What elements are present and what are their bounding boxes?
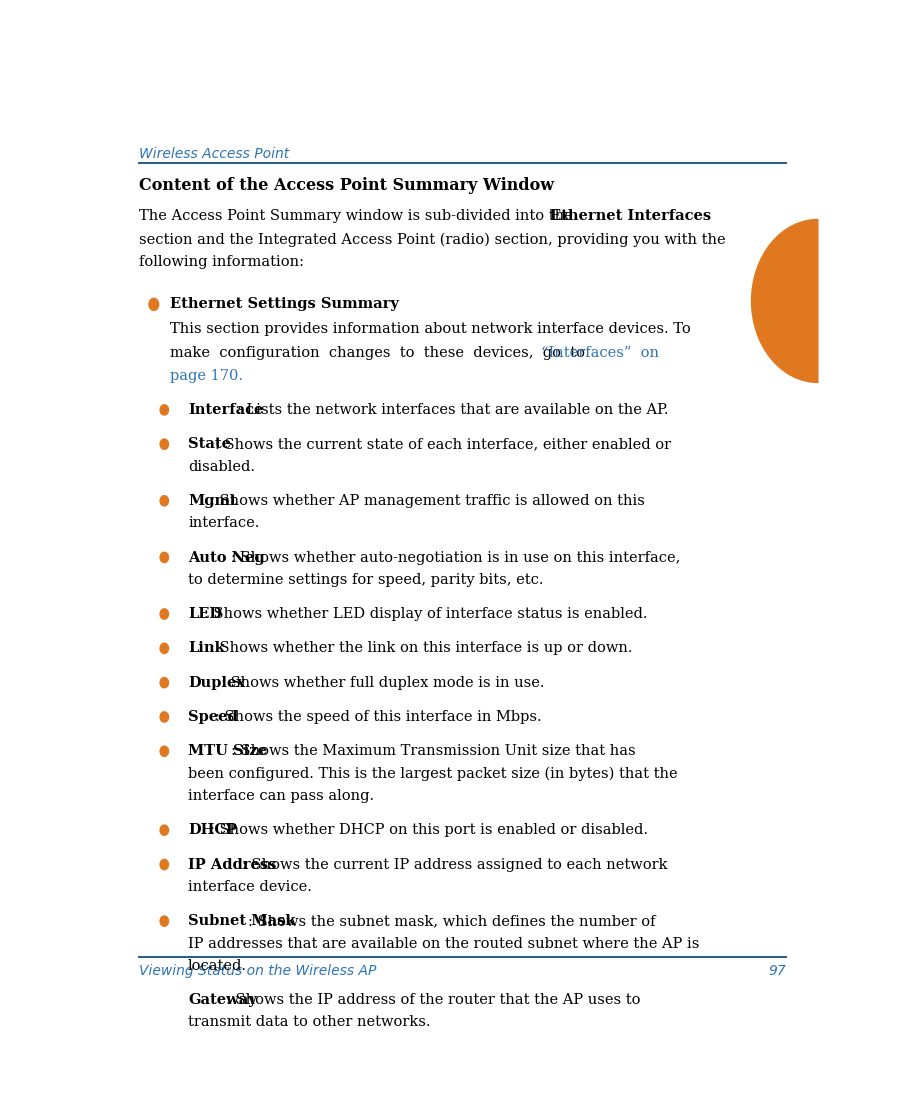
Text: The Access Point Summary window is sub-divided into the: The Access Point Summary window is sub-d…	[139, 209, 578, 223]
Text: MTU Size: MTU Size	[188, 744, 267, 759]
Text: following information:: following information:	[139, 255, 305, 270]
Text: Ethernet Interfaces: Ethernet Interfaces	[551, 209, 712, 223]
Text: : Shows the subnet mask, which defines the number of: : Shows the subnet mask, which defines t…	[248, 915, 655, 928]
Circle shape	[160, 995, 168, 1005]
Text: Ethernet Settings Summary: Ethernet Settings Summary	[170, 296, 399, 311]
Text: interface can pass along.: interface can pass along.	[188, 789, 374, 803]
Text: : Shows whether AP management traffic is allowed on this: : Shows whether AP management traffic is…	[210, 494, 644, 508]
Circle shape	[160, 553, 168, 563]
Text: : Shows the Maximum Transmission Unit size that has: : Shows the Maximum Transmission Unit si…	[232, 744, 636, 759]
Text: located.: located.	[188, 959, 247, 973]
Circle shape	[160, 439, 168, 449]
Text: IP Address: IP Address	[188, 858, 277, 871]
Text: page 170.: page 170.	[170, 369, 243, 383]
Text: DHCP: DHCP	[188, 823, 237, 838]
Text: Subnet Mask: Subnet Mask	[188, 915, 296, 928]
Text: : Shows whether the link on this interface is up or down.: : Shows whether the link on this interfa…	[210, 642, 633, 655]
Text: This section provides information about network interface devices. To: This section provides information about …	[170, 322, 691, 336]
Text: : Lists the network interfaces that are available on the AP.: : Lists the network interfaces that are …	[237, 403, 669, 417]
Text: : Shows the current IP address assigned to each network: : Shows the current IP address assigned …	[242, 858, 668, 871]
Circle shape	[149, 299, 159, 311]
Text: : Shows the IP address of the router that the AP uses to: : Shows the IP address of the router tha…	[226, 994, 641, 1007]
Text: : Shows whether LED display of interface status is enabled.: : Shows whether LED display of interface…	[205, 607, 648, 622]
Text: : Shows whether full duplex mode is in use.: : Shows whether full duplex mode is in u…	[221, 676, 544, 690]
Text: : Shows the current state of each interface, either enabled or: : Shows the current state of each interf…	[215, 438, 671, 451]
Text: section and the Integrated Access Point (radio) section, providing you with the: section and the Integrated Access Point …	[139, 233, 726, 246]
Circle shape	[160, 825, 168, 836]
Text: Duplex: Duplex	[188, 676, 245, 690]
Text: Link: Link	[188, 642, 224, 655]
Text: Viewing Status on the Wireless AP: Viewing Status on the Wireless AP	[139, 964, 377, 978]
Text: been configured. This is the largest packet size (in bytes) that the: been configured. This is the largest pac…	[188, 766, 678, 781]
Text: “Interfaces”  on: “Interfaces” on	[541, 345, 659, 360]
Text: to determine settings for speed, parity bits, etc.: to determine settings for speed, parity …	[188, 573, 543, 587]
Circle shape	[160, 712, 168, 722]
Circle shape	[160, 496, 168, 506]
Circle shape	[160, 643, 168, 654]
Text: Interface: Interface	[188, 403, 263, 417]
Text: IP addresses that are available on the routed subnet where the AP is: IP addresses that are available on the r…	[188, 937, 699, 950]
Circle shape	[160, 609, 168, 619]
Text: : Shows whether DHCP on this port is enabled or disabled.: : Shows whether DHCP on this port is ena…	[210, 823, 648, 838]
Text: LED: LED	[188, 607, 222, 622]
Text: transmit data to other networks.: transmit data to other networks.	[188, 1016, 431, 1029]
Text: State: State	[188, 438, 231, 451]
Text: Speed: Speed	[188, 710, 238, 724]
Text: Auto Neg: Auto Neg	[188, 550, 265, 565]
Text: Content of the Access Point Summary Window: Content of the Access Point Summary Wind…	[139, 176, 554, 194]
Circle shape	[160, 404, 168, 416]
Text: interface.: interface.	[188, 516, 259, 530]
Text: 97: 97	[769, 964, 787, 978]
Text: Wireless Access Point: Wireless Access Point	[139, 147, 289, 162]
Text: disabled.: disabled.	[188, 460, 255, 473]
Text: Gateway: Gateway	[188, 994, 257, 1007]
Wedge shape	[751, 219, 818, 382]
Circle shape	[160, 916, 168, 926]
Text: : Shows whether auto-negotiation is in use on this interface,: : Shows whether auto-negotiation is in u…	[232, 550, 681, 565]
Text: interface device.: interface device.	[188, 880, 312, 893]
Text: : Shows the speed of this interface in Mbps.: : Shows the speed of this interface in M…	[215, 710, 542, 724]
Circle shape	[160, 746, 168, 756]
Text: make  configuration  changes  to  these  devices,  go  to: make configuration changes to these devi…	[170, 345, 594, 360]
Circle shape	[160, 677, 168, 687]
Circle shape	[160, 859, 168, 870]
Text: Mgmt: Mgmt	[188, 494, 237, 508]
